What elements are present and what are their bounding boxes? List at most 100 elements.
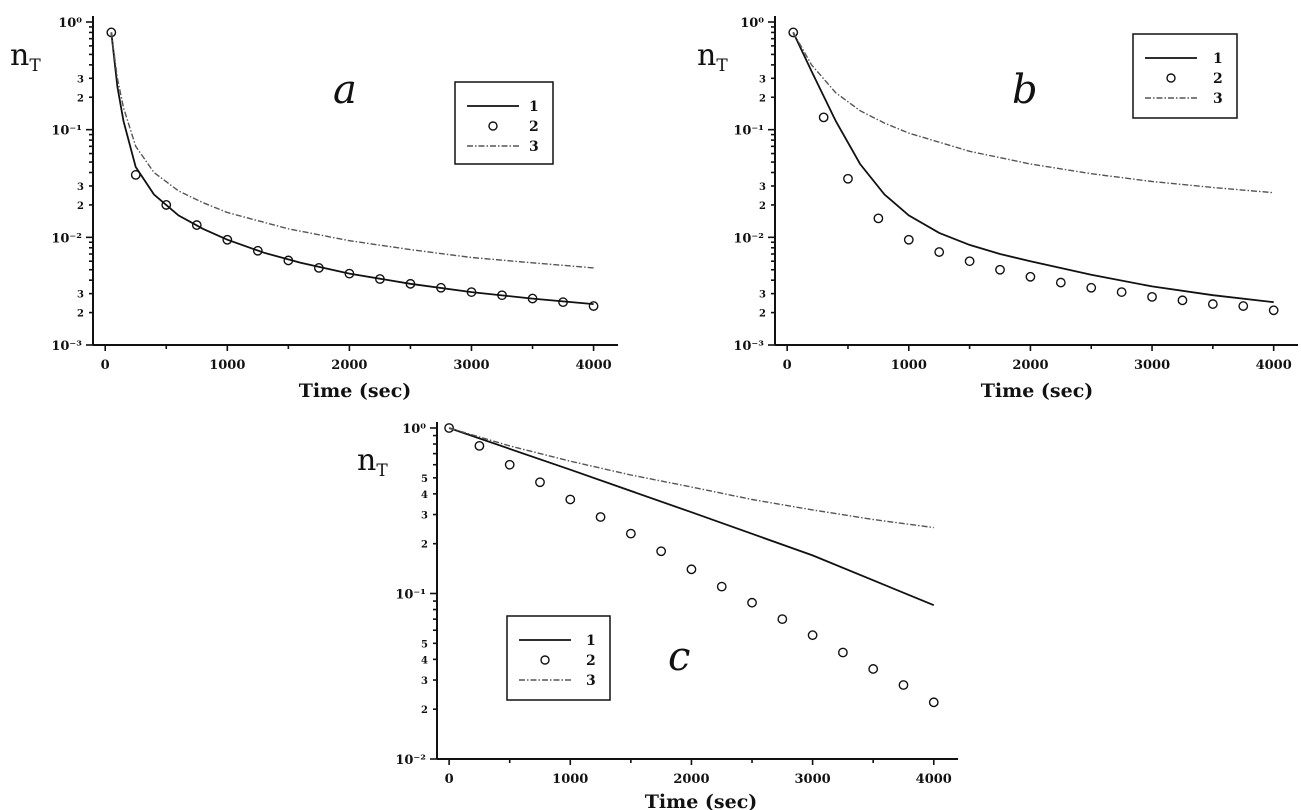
y-minor-tick-label: 2: [421, 705, 428, 716]
series-2-markers: [444, 423, 939, 708]
legend-swatch-2: [540, 655, 550, 665]
data-point: [716, 581, 727, 592]
data-point: [788, 27, 799, 38]
data-point: [527, 293, 538, 304]
data-point: [898, 680, 909, 690]
data-point: [903, 234, 914, 245]
x-tick-label: 3000: [795, 772, 831, 787]
data-point: [565, 494, 576, 505]
legend-frame: [454, 81, 554, 165]
y-minor-tick-label: 5: [421, 639, 428, 650]
y-minor-tick-label: 5: [421, 474, 428, 485]
data-point: [558, 297, 568, 308]
data-point: [1177, 295, 1188, 306]
x-tick-label: 2000: [331, 358, 367, 373]
data-point: [818, 112, 829, 123]
y-axis-label: nT: [10, 38, 41, 76]
y-tick-label: 10⁻²: [733, 231, 764, 246]
data-point: [375, 274, 385, 284]
x-axis-label: Time (sec): [981, 380, 1094, 402]
y-minor-tick-label: 2: [421, 540, 428, 551]
legend: 1 2 3: [506, 615, 611, 701]
y-axis-label-subscript: T: [376, 461, 388, 481]
data-point: [1055, 277, 1066, 288]
y-minor-tick-label: 3: [421, 511, 428, 522]
series-1-line: [448, 427, 935, 607]
series-3-line: [110, 32, 594, 269]
x-tick-label: 0: [445, 772, 454, 787]
y-axis-label: nT: [357, 443, 388, 481]
data-point: [777, 614, 788, 625]
x-axis-label: Time (sec): [645, 791, 758, 810]
x-tick-label: 1000: [552, 772, 588, 787]
data-point: [130, 170, 141, 180]
data-point: [995, 264, 1005, 275]
data-point: [466, 287, 477, 297]
y-minor-tick-label: 3: [77, 290, 84, 301]
x-tick-label: 2000: [1012, 358, 1048, 373]
x-tick-label: 4000: [1256, 358, 1292, 373]
data-point: [595, 512, 606, 522]
x-tick-label: 3000: [453, 358, 489, 373]
data-point: [313, 263, 324, 273]
data-point: [504, 459, 515, 470]
y-minor-tick-label: 3: [77, 74, 84, 85]
panel-label: a: [333, 67, 357, 113]
data-point: [191, 220, 202, 230]
y-tick-label: 10⁻²: [395, 753, 426, 768]
data-point: [474, 440, 485, 451]
x-tick-label: 4000: [916, 772, 952, 787]
y-tick-label: 10⁻¹: [51, 124, 82, 139]
data-point: [868, 664, 879, 674]
data-point: [1025, 271, 1036, 282]
y-tick-label: 10⁻³: [51, 339, 82, 354]
data-point: [1268, 305, 1279, 316]
data-point: [837, 647, 848, 658]
y-minor-tick-label: 3: [759, 74, 766, 85]
data-point: [161, 200, 172, 210]
data-point: [436, 282, 446, 293]
series-3-line: [448, 427, 934, 529]
y-minor-tick-label: 2: [77, 93, 84, 104]
data-point: [656, 546, 667, 557]
y-minor-tick-label: 2: [759, 201, 766, 212]
chart-panel-a: 0 1000 2000 3000 4000 10⁰ 10⁻¹ 10⁻² 10⁻³ 3 2 3 2 3 2 nT…: [10, 16, 618, 402]
legend-label-1: 1: [586, 633, 596, 649]
legend-label-3: 3: [586, 673, 596, 689]
series-3-line: [792, 32, 1274, 194]
x-tick-label: 0: [783, 358, 792, 373]
data-point: [444, 423, 455, 433]
data-point: [625, 528, 636, 539]
y-minor-tick-label: 2: [77, 309, 84, 320]
series-1-line: [110, 32, 594, 305]
panel-label: b: [1012, 67, 1038, 113]
y-tick-label: 10⁻¹: [733, 124, 764, 139]
x-tick-label: 0: [101, 358, 110, 373]
series-1-line: [792, 32, 1274, 304]
data-point: [686, 564, 697, 575]
y-minor-tick-label: 3: [77, 182, 84, 193]
y-minor-tick-label: 4: [421, 655, 428, 666]
series-2-markers: [788, 27, 1279, 316]
data-point: [1207, 299, 1218, 309]
y-tick-label: 10⁻³: [733, 339, 764, 354]
legend-swatch-2: [1166, 73, 1176, 83]
legend-label-3: 3: [529, 139, 539, 155]
y-tick-label: 10⁰: [740, 16, 764, 31]
y-tick-label: 10⁻¹: [395, 588, 426, 603]
y-axis-label-subscript: T: [716, 56, 728, 76]
y-tick-label: 10⁻²: [51, 231, 82, 246]
data-point: [747, 597, 757, 608]
legend: 1 2 3: [454, 81, 554, 165]
y-minor-tick-label: 2: [759, 93, 766, 104]
data-point: [934, 247, 945, 257]
data-point: [1086, 282, 1097, 293]
data-point: [964, 256, 975, 267]
y-tick-label: 10⁰: [402, 422, 426, 437]
y-minor-tick-label: 3: [421, 676, 428, 687]
y-minor-tick-label: 4: [421, 490, 428, 501]
data-point: [588, 301, 599, 311]
data-point: [535, 477, 545, 488]
y-tick-label: 10⁰: [58, 16, 82, 31]
